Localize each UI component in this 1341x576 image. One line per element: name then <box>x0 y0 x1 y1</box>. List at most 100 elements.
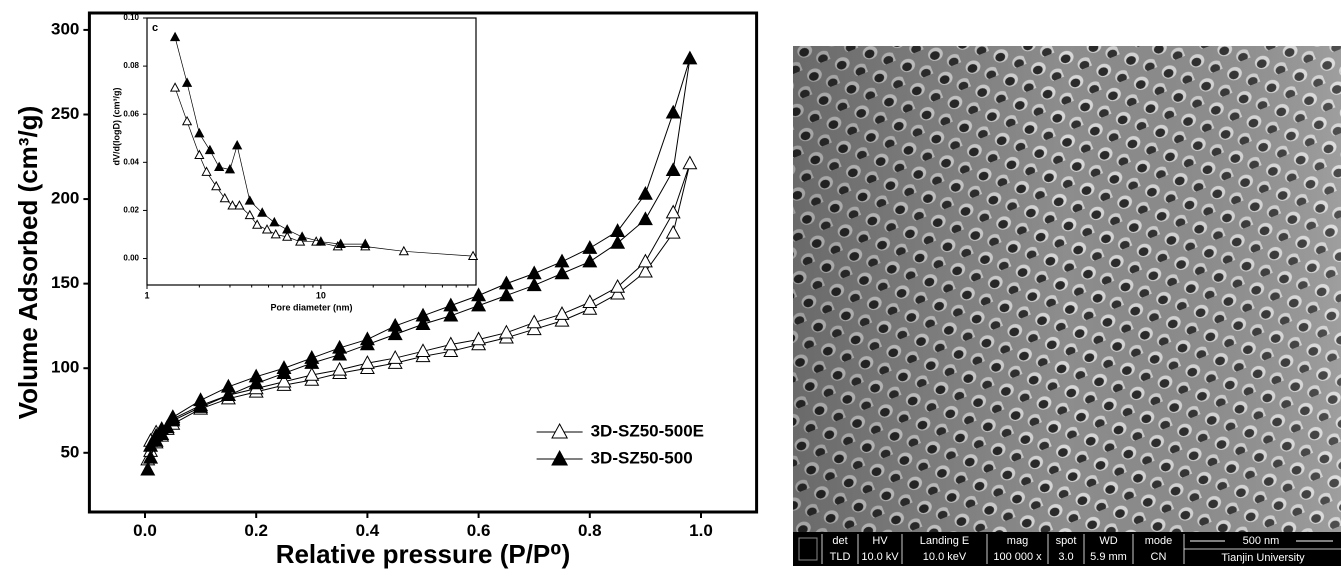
marker <box>526 265 542 280</box>
info-value: 10.0 keV <box>923 551 967 563</box>
marker <box>554 312 570 327</box>
info-bar: det TLD HV 10.0 kV Landing E 10.0 keV mag 100 0… <box>793 532 1341 566</box>
info-value: 3.0 <box>1058 551 1073 563</box>
scale-bar-label: 500 nm <box>1243 535 1280 547</box>
y-tick-label: 200 <box>51 189 79 208</box>
marker <box>169 31 181 42</box>
marker <box>415 316 431 330</box>
y-tick-label: 300 <box>51 19 79 38</box>
marker <box>526 321 542 336</box>
marker <box>665 104 681 119</box>
institution: Tianjin University <box>1221 552 1305 564</box>
marker <box>554 306 570 320</box>
info-label: mag <box>1007 535 1028 547</box>
marker <box>270 228 281 239</box>
info-value: CN <box>1151 551 1167 563</box>
marker <box>526 314 542 329</box>
marker <box>471 297 487 312</box>
marker <box>282 231 293 241</box>
legend-marker <box>551 449 569 466</box>
marker <box>610 223 626 237</box>
marker <box>610 234 626 249</box>
marker <box>498 324 514 339</box>
info-label: Landing E <box>920 535 970 547</box>
marker <box>471 287 487 302</box>
marker <box>194 127 205 138</box>
logo <box>798 537 818 561</box>
marker <box>169 82 181 92</box>
marker <box>304 350 320 364</box>
marker <box>443 336 459 351</box>
marker <box>148 427 164 442</box>
info-label: mode <box>1145 535 1173 547</box>
info-label: spot <box>1056 535 1077 547</box>
y-tick-label: 150 <box>51 273 79 292</box>
marker <box>359 355 375 369</box>
marker <box>610 278 626 293</box>
info-value: TLD <box>830 551 851 563</box>
info-value: 100 000 x <box>993 551 1042 563</box>
marker <box>220 387 236 402</box>
info-label: det <box>832 535 847 547</box>
marker <box>498 287 514 302</box>
marker <box>387 350 403 364</box>
marker <box>637 263 653 278</box>
info-label: WD <box>1099 535 1117 547</box>
marker <box>582 253 598 268</box>
marker <box>232 139 243 150</box>
marker <box>252 219 263 229</box>
marker <box>526 277 542 292</box>
x-axis-title: Pore diameter (nm) <box>270 302 352 312</box>
marker <box>214 161 225 172</box>
x-tick-label: 1 <box>144 291 149 301</box>
marker <box>193 399 209 413</box>
y-axis-title: dV/d(logD) (cm³/g) <box>111 88 121 166</box>
marker <box>467 250 479 261</box>
marker <box>682 50 698 65</box>
x-tick-label: 0.8 <box>578 521 602 540</box>
y-tick-label: 0.02 <box>123 206 139 215</box>
marker <box>582 240 598 254</box>
marker <box>276 373 292 388</box>
marker <box>415 307 431 322</box>
marker <box>224 163 236 174</box>
marker <box>297 231 308 241</box>
marker <box>398 245 409 256</box>
marker <box>443 307 459 322</box>
y-tick-label: 0.00 <box>123 254 139 263</box>
marker <box>387 317 403 332</box>
x-tick-label: 0.0 <box>133 521 157 540</box>
info-label: HV <box>872 535 888 547</box>
marker <box>211 180 222 191</box>
x-tick-label: 0.2 <box>244 521 268 540</box>
x-tick-label: 10 <box>316 291 326 301</box>
marker <box>443 297 459 312</box>
marker <box>248 368 264 383</box>
marker <box>315 236 326 246</box>
info-value: 5.9 mm <box>1090 551 1127 563</box>
x-tick-label: 0.4 <box>356 521 380 540</box>
marker <box>665 162 681 177</box>
marker <box>295 236 306 246</box>
y-tick-label: 50 <box>60 442 79 461</box>
y-tick-label: 0.10 <box>123 13 139 22</box>
y-axis-title: Volume Adsorbed (cm³/g) <box>13 106 43 419</box>
panel-label: c <box>152 22 158 34</box>
plot-frame <box>146 17 477 286</box>
marker <box>665 204 681 219</box>
marker <box>261 224 273 234</box>
marker <box>443 343 459 358</box>
marker <box>143 449 159 464</box>
chart: 0.0 0.2 0.4 0.6 0.8 1.0 50 100 150 200 250 300 Relat… <box>13 11 759 569</box>
marker <box>193 392 209 407</box>
marker <box>194 149 205 159</box>
marker <box>304 366 320 381</box>
marker <box>498 275 514 290</box>
marker <box>335 238 346 248</box>
marker <box>248 375 264 390</box>
marker <box>359 331 375 346</box>
sem-image: det TLD HV 10.0 kV Landing E 10.0 keV mag 100 0… <box>793 46 1341 566</box>
legend-marker <box>551 422 569 439</box>
marker <box>227 200 238 210</box>
marker <box>220 378 236 393</box>
